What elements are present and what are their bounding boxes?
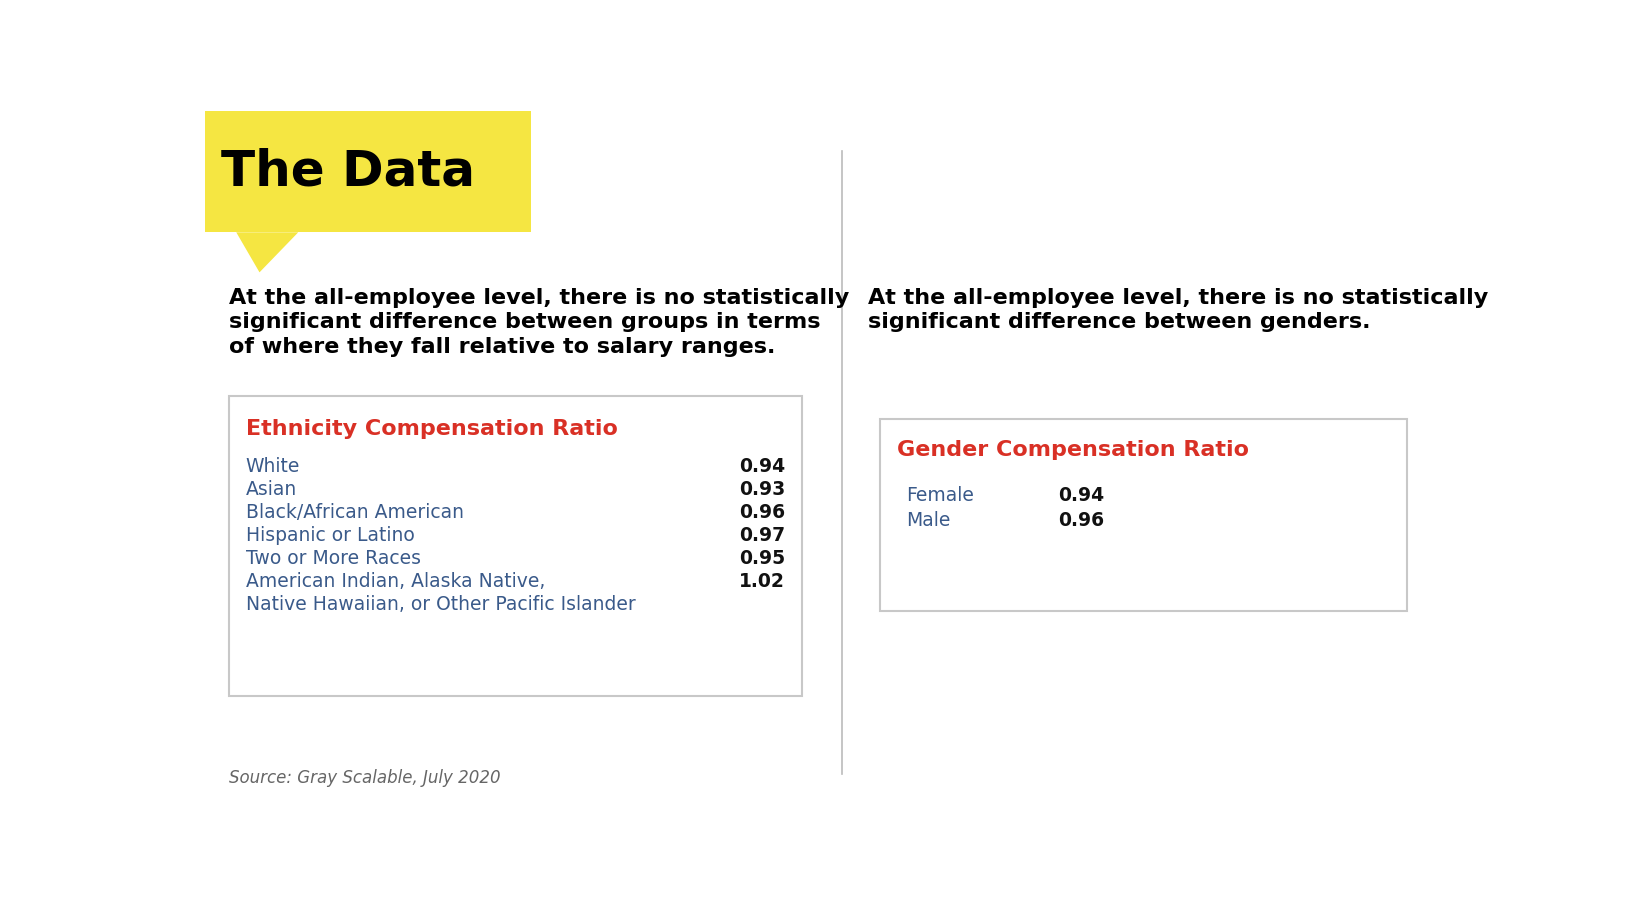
Text: Ethnicity Compensation Ratio: Ethnicity Compensation Ratio [246, 419, 617, 439]
Text: 0.95: 0.95 [739, 550, 785, 568]
Text: White: White [246, 457, 300, 476]
Text: American Indian, Alaska Native,: American Indian, Alaska Native, [246, 573, 545, 591]
Text: Male: Male [906, 511, 951, 530]
Text: 0.93: 0.93 [739, 480, 785, 499]
Text: Native Hawaiian, or Other Pacific Islander: Native Hawaiian, or Other Pacific Island… [246, 596, 635, 614]
Text: significant difference between genders.: significant difference between genders. [869, 313, 1371, 332]
Text: of where they fall relative to salary ranges.: of where they fall relative to salary ra… [228, 337, 775, 357]
FancyBboxPatch shape [205, 111, 530, 232]
Text: significant difference between groups in terms: significant difference between groups in… [228, 313, 819, 332]
Text: At the all-employee level, there is no statistically: At the all-employee level, there is no s… [228, 288, 849, 308]
Text: The Data: The Data [220, 148, 475, 195]
Text: 0.94: 0.94 [739, 457, 785, 476]
Text: Black/African American: Black/African American [246, 503, 463, 522]
Text: 0.96: 0.96 [739, 503, 785, 522]
Polygon shape [236, 232, 299, 272]
Text: At the all-employee level, there is no statistically: At the all-employee level, there is no s… [869, 288, 1488, 308]
FancyBboxPatch shape [228, 396, 801, 696]
Text: Asian: Asian [246, 480, 297, 499]
Text: Hispanic or Latino: Hispanic or Latino [246, 526, 414, 545]
Text: 0.96: 0.96 [1057, 511, 1103, 530]
Text: Two or More Races: Two or More Races [246, 550, 420, 568]
Text: Female: Female [906, 486, 974, 505]
Text: Gender Compensation Ratio: Gender Compensation Ratio [897, 440, 1248, 460]
Text: 1.02: 1.02 [739, 573, 785, 591]
Text: Source: Gray Scalable, July 2020: Source: Gray Scalable, July 2020 [228, 769, 501, 786]
FancyBboxPatch shape [880, 419, 1407, 611]
Text: 0.97: 0.97 [739, 526, 785, 545]
Text: 0.94: 0.94 [1057, 486, 1103, 505]
